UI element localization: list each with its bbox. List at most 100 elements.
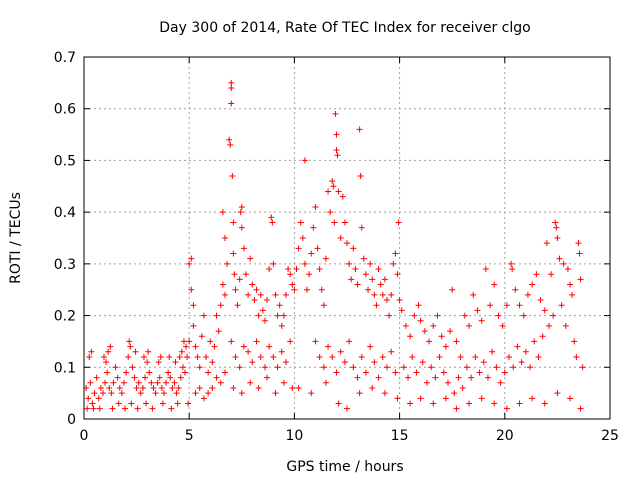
data-point (308, 250, 315, 257)
data-point (276, 302, 283, 309)
data-point (194, 353, 201, 360)
data-point (411, 312, 418, 319)
data-point (354, 281, 361, 288)
data-point (229, 172, 236, 179)
data-point (107, 343, 114, 350)
data-point (228, 100, 235, 107)
data-point (251, 297, 258, 304)
data-point (203, 353, 210, 360)
data-point (237, 209, 244, 216)
data-point (522, 348, 529, 355)
data-point (426, 338, 433, 345)
data-point (453, 338, 460, 345)
data-point (501, 369, 508, 376)
data-point (232, 353, 239, 360)
x-tick-label: 20 (496, 428, 514, 444)
data-point (463, 364, 470, 371)
data-point (339, 193, 346, 200)
data-point (554, 390, 561, 397)
data-point (554, 235, 561, 241)
data-point (219, 209, 226, 216)
data-point (362, 271, 369, 278)
data-point (245, 348, 252, 355)
data-point (274, 364, 281, 371)
data-point (123, 369, 130, 376)
data-point (379, 291, 386, 298)
data-point (405, 374, 412, 381)
data-point (329, 178, 336, 185)
data-point (159, 400, 166, 407)
data-point (541, 307, 548, 314)
y-tick-label: 0.2 (54, 309, 76, 325)
data-point (255, 384, 262, 391)
data-point (579, 364, 586, 371)
data-point (476, 369, 483, 376)
data-point (106, 384, 113, 391)
data-points (83, 79, 586, 412)
data-point (419, 359, 426, 366)
data-point (369, 276, 376, 283)
data-point (148, 379, 155, 386)
data-point (280, 379, 287, 386)
data-point (109, 405, 116, 412)
data-point (190, 322, 197, 329)
data-point (543, 240, 550, 247)
data-point (188, 255, 195, 262)
plot-frame (83, 56, 611, 420)
data-point (341, 219, 348, 226)
data-point (509, 266, 516, 273)
data-point (255, 312, 262, 319)
data-point (356, 390, 363, 397)
data-point (301, 157, 308, 164)
data-point (558, 302, 565, 309)
data-point (87, 379, 94, 386)
data-point (529, 395, 536, 402)
data-point (451, 390, 458, 397)
data-point (466, 322, 473, 329)
data-point (527, 364, 534, 371)
data-point (266, 343, 273, 350)
data-point (249, 281, 256, 288)
data-point (209, 384, 216, 391)
data-point (112, 364, 119, 371)
data-point (306, 271, 313, 278)
data-point (90, 405, 97, 412)
data-point (377, 281, 384, 288)
data-point (149, 405, 156, 412)
data-point (489, 348, 496, 355)
data-point (184, 353, 191, 360)
data-point (236, 364, 243, 371)
data-point (169, 384, 176, 391)
data-point (230, 250, 237, 257)
data-point (571, 338, 578, 345)
data-point (247, 379, 254, 386)
data-point (120, 379, 127, 386)
data-point (371, 291, 378, 298)
data-point (160, 390, 167, 397)
data-point (495, 312, 502, 319)
data-point (567, 281, 574, 288)
data-point (329, 353, 336, 360)
data-point (421, 328, 428, 335)
data-point (516, 400, 523, 407)
data-point (192, 343, 199, 350)
data-point (213, 312, 220, 319)
data-point (299, 235, 306, 241)
data-point (503, 405, 510, 412)
data-point (457, 353, 464, 360)
data-point (89, 400, 96, 407)
x-tick-label: 0 (80, 428, 89, 444)
data-point (140, 353, 147, 360)
data-point (392, 369, 399, 376)
data-point (312, 338, 319, 345)
data-point (360, 255, 367, 262)
data-point (230, 384, 237, 391)
data-point (396, 297, 403, 304)
data-point (155, 359, 162, 366)
data-point (332, 110, 339, 117)
data-point (268, 214, 275, 221)
data-point (348, 276, 355, 283)
data-point (97, 384, 104, 391)
data-point (264, 297, 271, 304)
